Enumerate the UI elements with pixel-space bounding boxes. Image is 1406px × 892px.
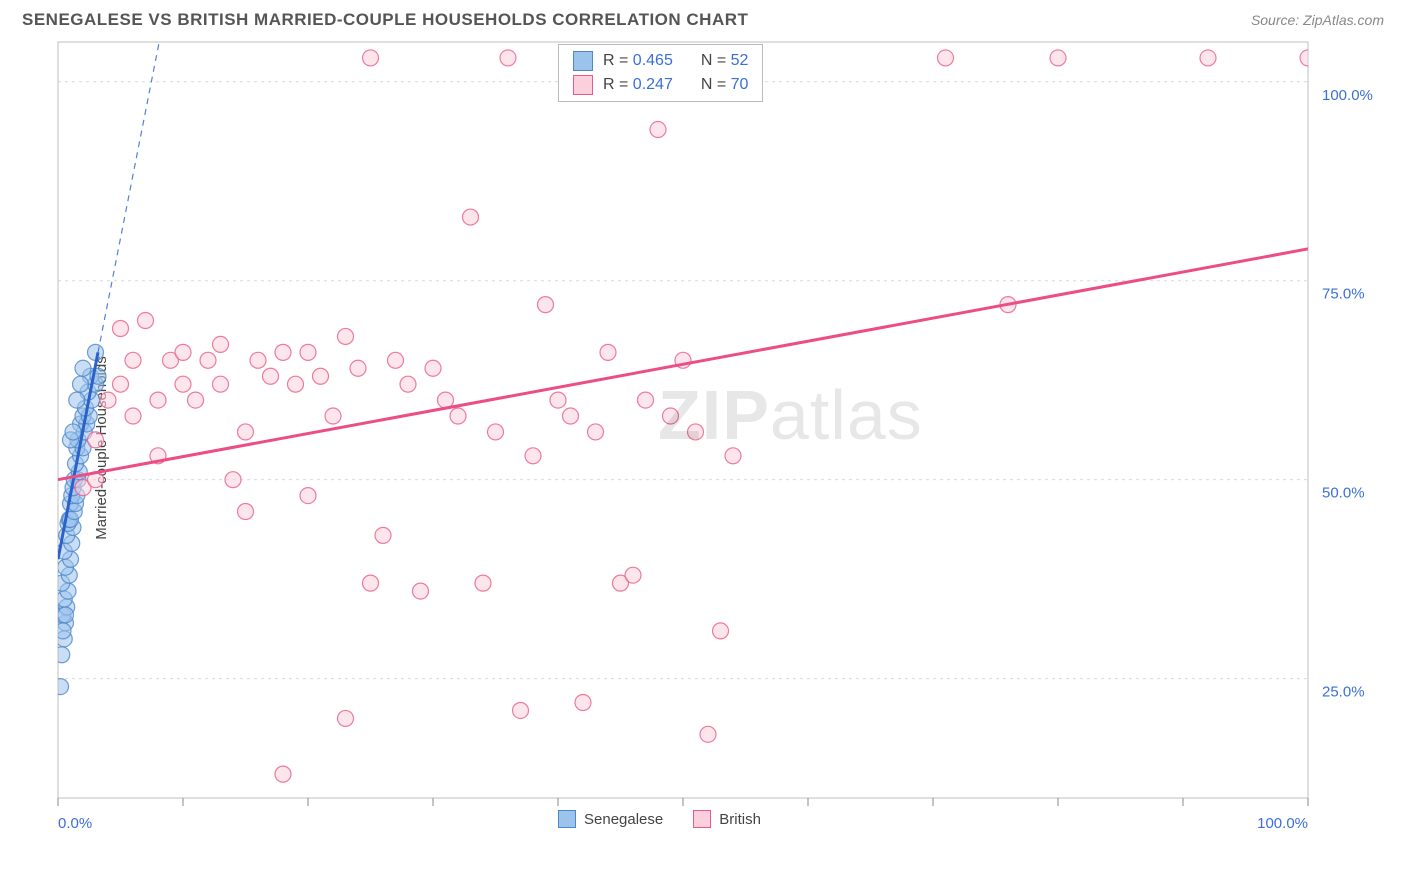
svg-text:75.0%: 75.0%: [1322, 286, 1365, 303]
chart-area: Married-couple Households 25.0%50.0%75.0…: [18, 38, 1388, 858]
scatter-plot: 25.0% 50.0% 75.0% 100.0% 0.0% 100.0%: [18, 38, 1388, 858]
legend-swatch-icon: [558, 810, 576, 828]
legend-label: British: [719, 811, 761, 828]
legend-label: Senegalese: [584, 811, 663, 828]
stats-swatch-icon: [573, 51, 593, 71]
legend-item: British: [693, 810, 761, 828]
chart-title: SENEGALESE VS BRITISH MARRIED-COUPLE HOU…: [22, 10, 748, 30]
stats-legend-box: R = 0.465 N = 52 R = 0.247 N = 70: [558, 44, 763, 102]
svg-text:100.0%: 100.0%: [1257, 815, 1308, 832]
stat-r-label: R = 0.247: [603, 76, 673, 94]
svg-text:50.0%: 50.0%: [1322, 485, 1365, 502]
stat-n-label: N = 52: [701, 52, 749, 70]
stats-row: R = 0.247 N = 70: [559, 73, 762, 97]
header: SENEGALESE VS BRITISH MARRIED-COUPLE HOU…: [18, 10, 1388, 38]
series-legend: Senegalese British: [558, 810, 761, 828]
svg-text:0.0%: 0.0%: [58, 815, 92, 832]
svg-text:100.0%: 100.0%: [1322, 87, 1373, 104]
legend-item: Senegalese: [558, 810, 663, 828]
chart-container: SENEGALESE VS BRITISH MARRIED-COUPLE HOU…: [0, 0, 1406, 892]
stats-swatch-icon: [573, 75, 593, 95]
svg-text:25.0%: 25.0%: [1322, 684, 1365, 701]
stat-r-label: R = 0.465: [603, 52, 673, 70]
stat-n-label: N = 70: [701, 76, 749, 94]
legend-swatch-icon: [693, 810, 711, 828]
source-label: Source: ZipAtlas.com: [1251, 12, 1384, 28]
stats-row: R = 0.465 N = 52: [559, 49, 762, 73]
